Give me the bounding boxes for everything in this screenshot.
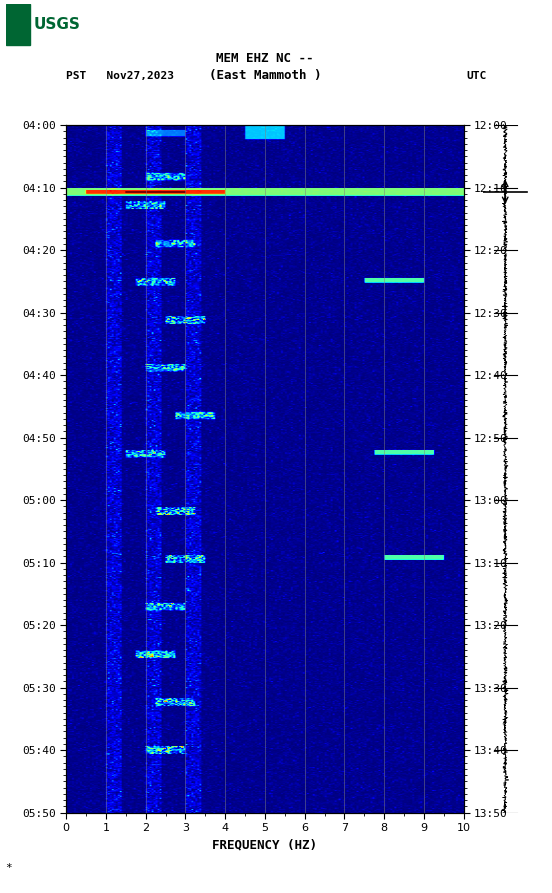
Text: PST   Nov27,2023: PST Nov27,2023 [66,71,174,81]
X-axis label: FREQUENCY (HZ): FREQUENCY (HZ) [213,839,317,852]
Bar [6,4,30,45]
Text: (East Mammoth ): (East Mammoth ) [209,70,321,82]
Text: USGS: USGS [33,17,80,32]
Text: *: * [6,863,12,872]
Text: UTC: UTC [466,71,487,81]
Text: MEM EHZ NC --: MEM EHZ NC -- [216,52,314,64]
